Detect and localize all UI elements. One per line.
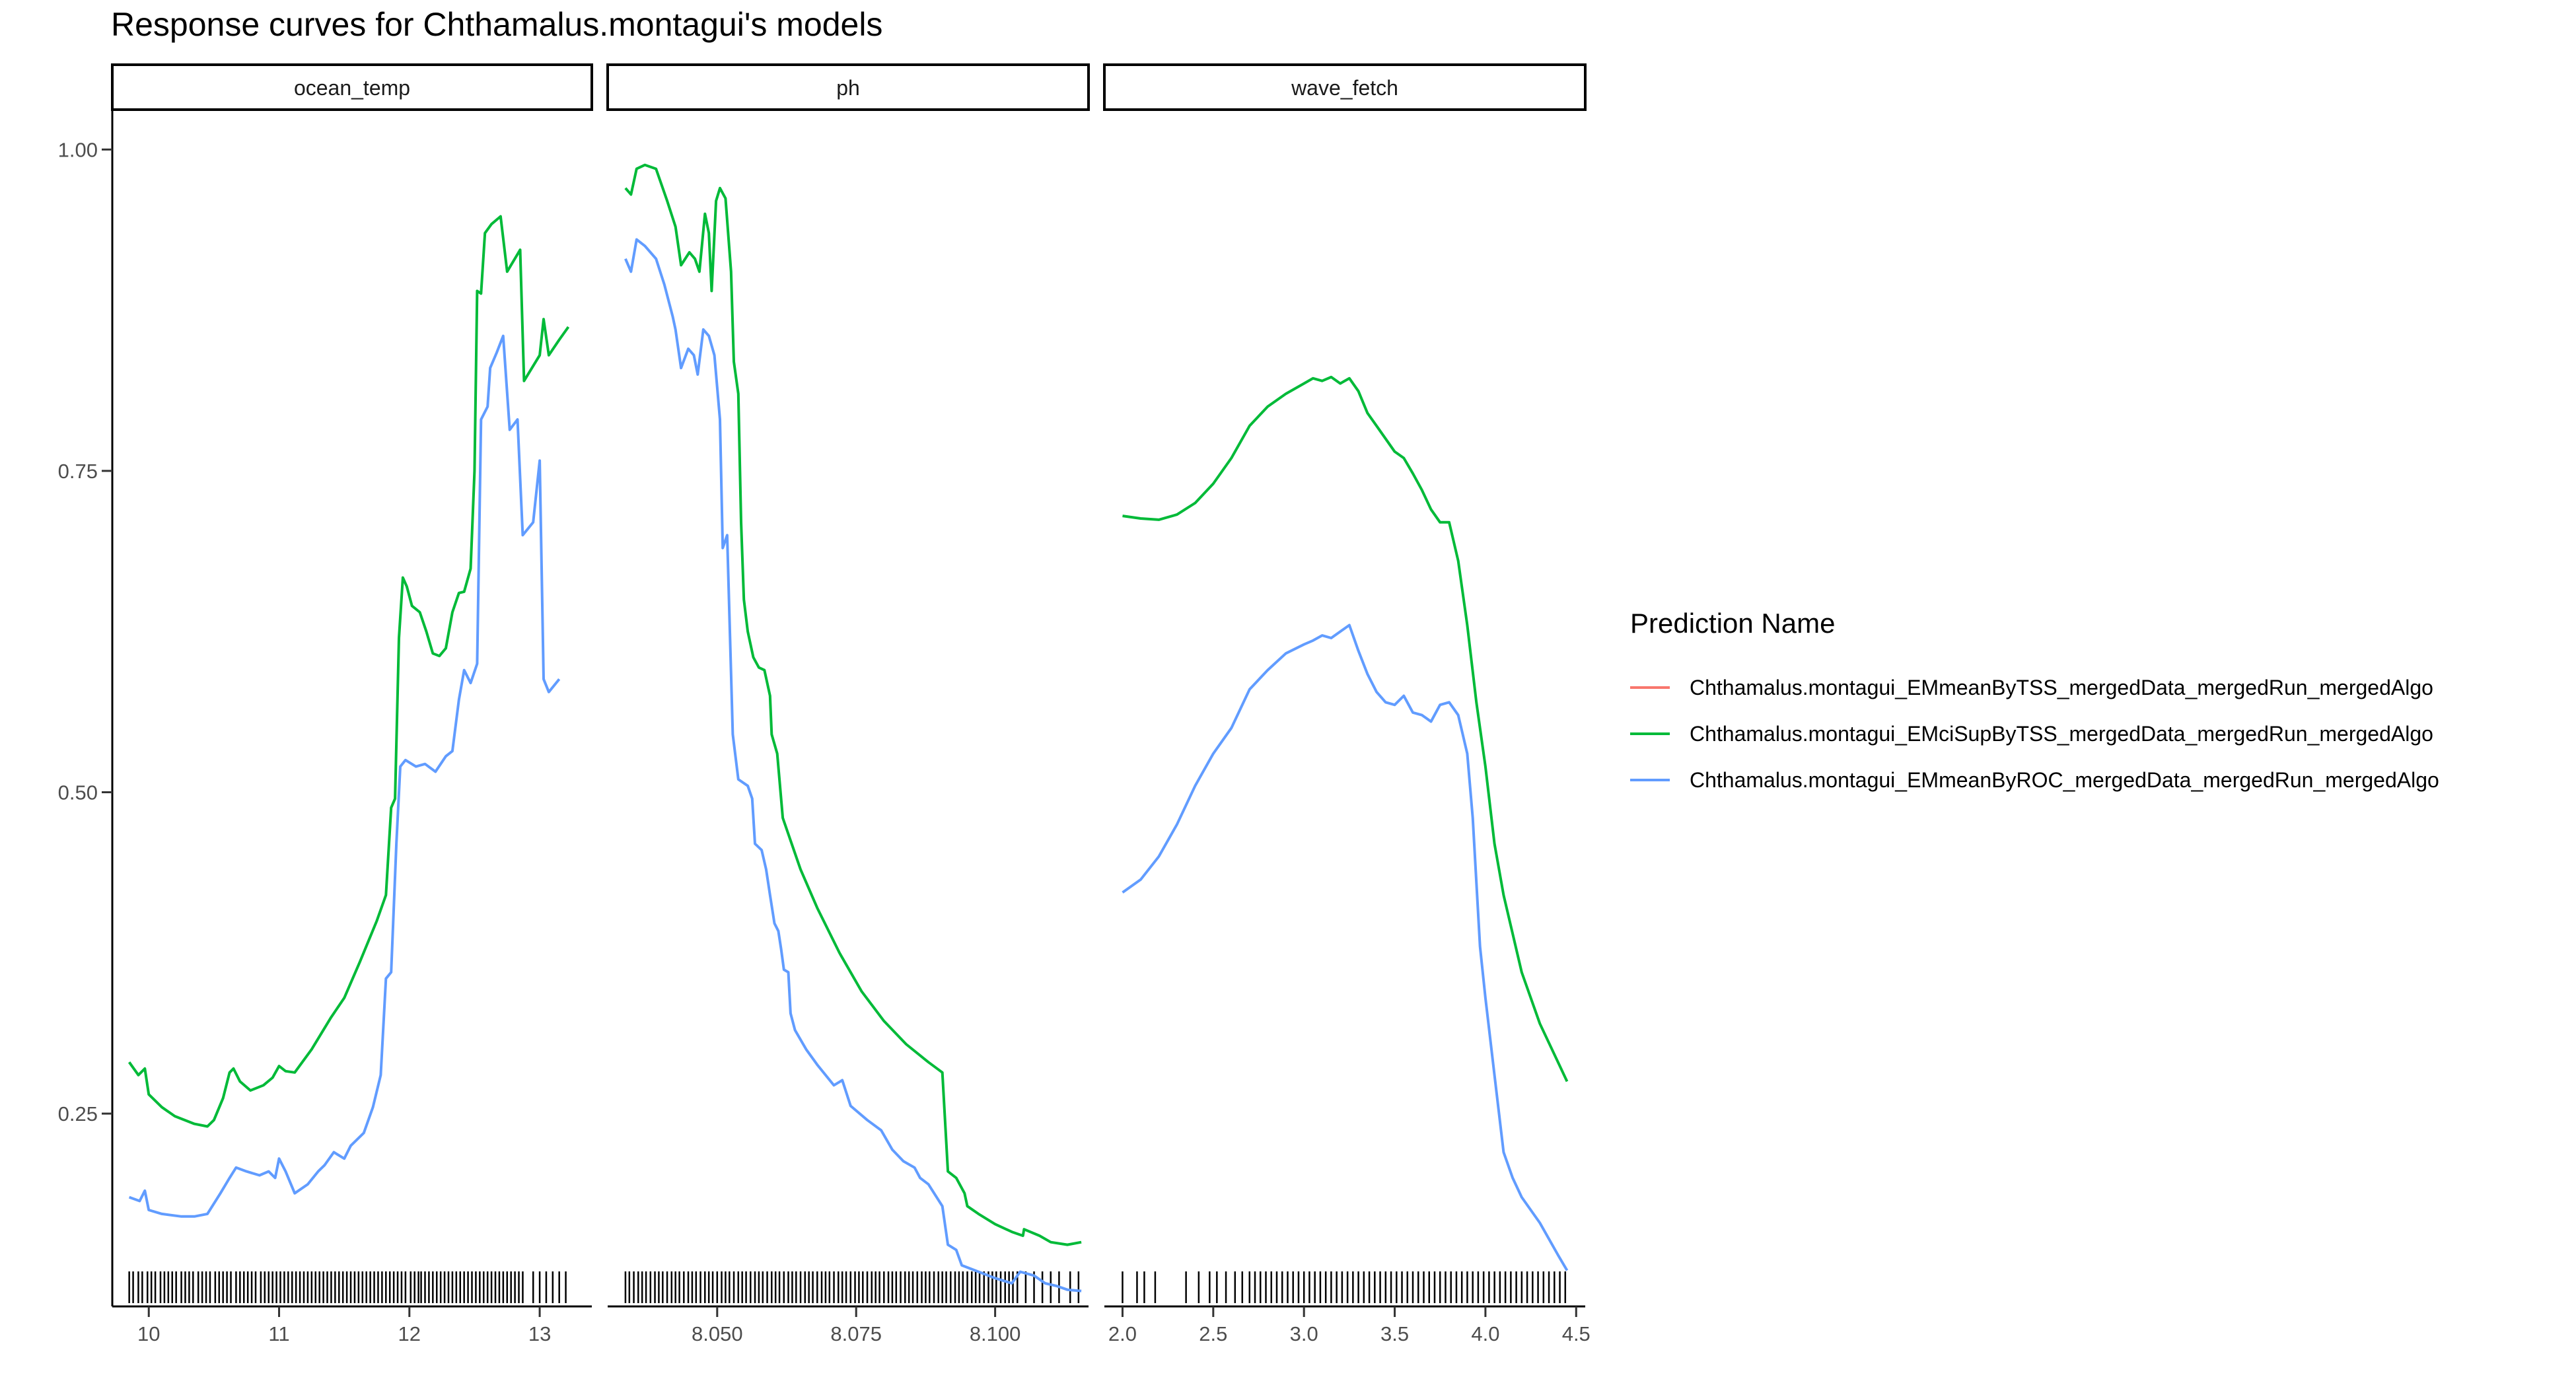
y-tick-label: 0.25	[58, 1102, 98, 1125]
panel-ph: ph 8.050 8.075 8.100	[606, 63, 1090, 1345]
x-tick-label: 11	[268, 1322, 289, 1345]
legend-label-emmean-by-roc: Chthamalus.montagui_EMmeanByROC_mergedDa…	[1690, 767, 2439, 792]
x-tick-label: 8.075	[830, 1322, 882, 1345]
legend-title: Prediction Name	[1630, 608, 1836, 639]
series-line-ph-3	[624, 238, 1082, 1293]
x-tick-label: 4.5	[1562, 1322, 1591, 1345]
series-line-ph-2	[624, 163, 1082, 1246]
legend-label-emcisup-by-tss: Chthamalus.montagui_EMciSupByTSS_mergedD…	[1690, 721, 2433, 746]
facet-strip-label: ph	[836, 76, 860, 100]
y-tick-label: 0.50	[58, 781, 98, 804]
x-tick-label: 3.0	[1290, 1322, 1318, 1345]
legend-item-emmean-by-tss: Chthamalus.montagui_EMmeanByTSS_mergedDa…	[1630, 664, 2439, 711]
x-tick-label: 3.5	[1380, 1322, 1409, 1345]
y-axis: 0.25 0.50 0.75 1.00	[58, 111, 114, 1306]
x-tick-label: 2.5	[1199, 1322, 1227, 1345]
legend-label-emmean-by-tss: Chthamalus.montagui_EMmeanByTSS_mergedDa…	[1690, 675, 2433, 699]
series-line-ocean-temp-2	[127, 215, 570, 1128]
rug	[1122, 1271, 1567, 1303]
y-tick-label: 1.00	[58, 138, 98, 161]
x-tick-label: 8.050	[692, 1322, 743, 1345]
facet-strip-label: wave_fetch	[1291, 76, 1398, 100]
series-line-wave-fetch-2	[1122, 375, 1569, 1083]
rug	[624, 1271, 1080, 1303]
panel-ocean-temp: ocean_temp 10 11 12 13	[111, 63, 593, 1345]
facet-strip	[111, 63, 593, 111]
legend-key-emmean-by-roc	[1630, 779, 1670, 781]
facet-strip-label: ocean_temp	[294, 76, 410, 100]
x-tick-label: 4.0	[1471, 1322, 1499, 1345]
legend-item-emcisup-by-tss: Chthamalus.montagui_EMciSupByTSS_mergedD…	[1630, 711, 2439, 757]
x-tick-label: 12	[398, 1322, 421, 1345]
facet-panels: ocean_temp 10 11 12 13 ph 8.050 8.075 8.100 wave_…	[111, 63, 1591, 1345]
series-line-ocean-temp-3	[128, 334, 561, 1218]
legend: Prediction Name Chthamalus.montagui_EMme…	[1630, 608, 2439, 803]
facet-strip	[1103, 63, 1587, 111]
x-tick-label: 13	[528, 1322, 551, 1345]
chart-title: Response curves for Chthamalus.montagui'…	[111, 6, 883, 43]
legend-key-emcisup-by-tss	[1630, 732, 1670, 735]
facet-strip	[606, 63, 1090, 111]
y-tick-label: 0.75	[58, 460, 98, 483]
chart-canvas: 0.25 0.50 0.75 1.00 ocean_temp 10 11 12 13 ph 8.0…	[58, 63, 1591, 1345]
x-tick-label: 10	[137, 1322, 160, 1345]
series-line-wave-fetch-3	[1122, 623, 1569, 1271]
rug	[128, 1271, 567, 1303]
panel-wave-fetch: wave_fetch 2.0 2.5 3.0 3.5 4.0 4.5	[1103, 63, 1591, 1345]
legend-key-emmean-by-tss	[1630, 686, 1670, 689]
x-tick-label: 8.100	[970, 1322, 1021, 1345]
x-tick-label: 2.0	[1108, 1322, 1137, 1345]
legend-item-emmean-by-roc: Chthamalus.montagui_EMmeanByROC_mergedDa…	[1630, 757, 2439, 803]
